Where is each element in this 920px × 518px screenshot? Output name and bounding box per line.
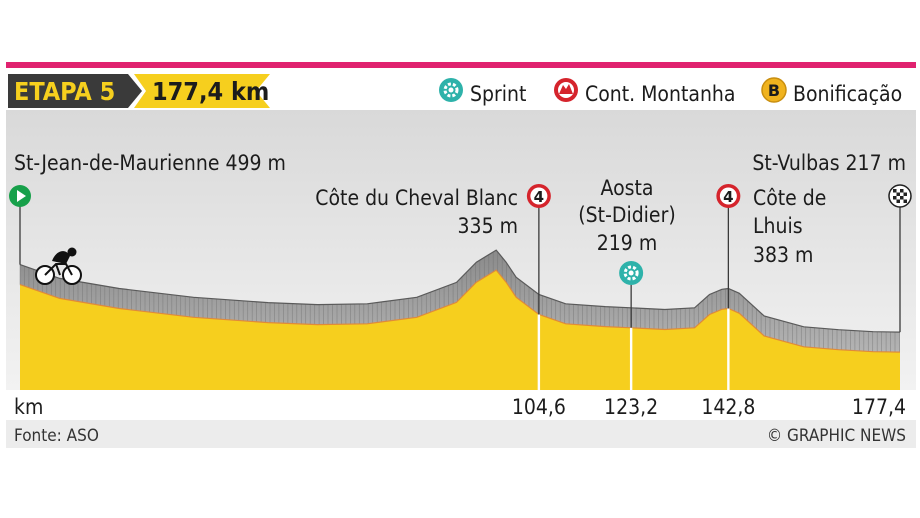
footer-band [6, 420, 916, 448]
source-note: Fonte: ASO [14, 426, 99, 446]
annotations: St-Jean-de-Maurienne 499 m Côte du Cheva… [14, 151, 906, 267]
distance-label-box [134, 74, 270, 108]
distance-label: 177,4 km [152, 77, 269, 106]
finish-flag-icon [888, 184, 912, 208]
top-accent-bar [6, 62, 916, 68]
km-tick-label: 177,4 [852, 395, 906, 419]
km-axis: km 104,6 123,2 142,8 177,4 [14, 395, 906, 419]
sprint-point-icon [619, 261, 644, 285]
climb-category-icon: 4 [526, 184, 551, 208]
bonus-icon-letter: B [768, 81, 780, 100]
profile-top-line [19, 249, 901, 333]
sprint-altitude: 219 m [597, 231, 657, 255]
start-flag-icon [9, 185, 31, 207]
climb-category-label: 4 [534, 188, 544, 206]
km-tick-label: 123,2 [604, 395, 658, 419]
tick-labels: 104,6 123,2 142,8 177,4 [512, 395, 906, 419]
legend: Sprint Cont. Montanha B Bonificação [439, 77, 902, 106]
climb-2-name-line2: Lhuis [753, 214, 803, 238]
profile-surface-line [19, 269, 901, 353]
sprint-place: (St-Didier) [578, 203, 675, 227]
km-axis-unit: km [14, 395, 43, 419]
start-label: St-Jean-de-Maurienne 499 m [14, 151, 286, 175]
climb-2-altitude: 383 m [753, 243, 813, 267]
sprint-icon [439, 78, 463, 102]
finish-label: St-Vulbas 217 m [752, 151, 906, 175]
profile-ridge [20, 250, 900, 353]
profile-area [20, 270, 900, 390]
km-tick-label: 142,8 [701, 395, 755, 419]
sprint-name: Aosta [601, 176, 654, 200]
stage-label: ETAPA 5 [14, 77, 115, 106]
stage-label-box [8, 74, 142, 108]
legend-bonus-label: Bonificação [793, 82, 902, 106]
climb-category-label: 4 [723, 188, 733, 206]
cyclist-icon [35, 247, 82, 285]
credit-note: © GRAPHIC NEWS [767, 426, 906, 446]
profile-ridge-texture [19, 251, 900, 353]
climb-1-name: Côte du Cheval Blanc [315, 186, 518, 210]
climb-2-name-line1: Côte de [753, 186, 826, 210]
climb-1-altitude: 335 m [458, 214, 518, 238]
legend-mountain-label: Cont. Montanha [585, 82, 735, 106]
footer: Fonte: ASO © GRAPHIC NEWS [14, 426, 906, 446]
climb-category-icon: 4 [716, 184, 741, 208]
profile-layer [19, 249, 901, 390]
bonus-icon: B [761, 77, 787, 103]
stage-header: ETAPA 5 177,4 km Sprint Cont. Montanha B [8, 74, 902, 108]
km-axis-band [6, 390, 916, 420]
km-tick-label: 104,6 [512, 395, 566, 419]
legend-sprint-label: Sprint [470, 82, 526, 106]
mountain-icon [554, 78, 578, 102]
